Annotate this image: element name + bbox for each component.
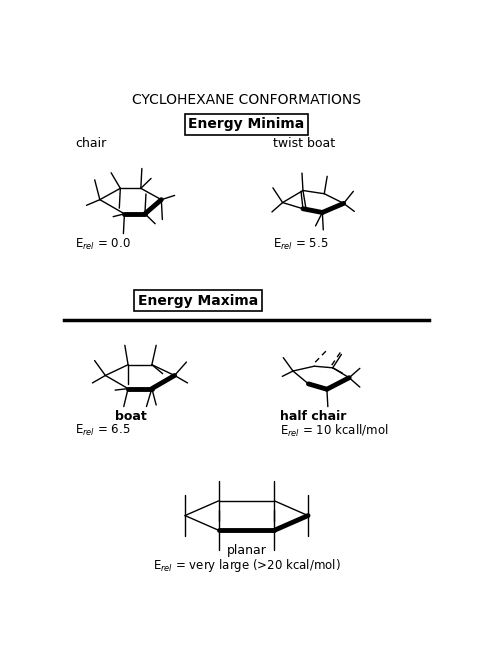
Text: E$_{rel}$ = 0.0: E$_{rel}$ = 0.0 (75, 237, 131, 252)
Text: planar: planar (226, 544, 266, 557)
Text: Energy Maxima: Energy Maxima (138, 294, 258, 308)
Text: E$_{rel}$ = 6.5: E$_{rel}$ = 6.5 (75, 423, 130, 438)
Text: Energy Minima: Energy Minima (188, 117, 304, 131)
Text: half chair: half chair (279, 410, 346, 423)
Text: E$_{rel}$ = very large (>20 kcal/mol): E$_{rel}$ = very large (>20 kcal/mol) (152, 557, 340, 574)
Text: twist boat: twist boat (272, 137, 334, 150)
Text: E$_{rel}$ = 10 kcall/mol: E$_{rel}$ = 10 kcall/mol (279, 423, 388, 439)
Text: CYCLOHEXANE CONFORMATIONS: CYCLOHEXANE CONFORMATIONS (132, 93, 360, 107)
Text: chair: chair (75, 137, 106, 150)
Text: boat: boat (115, 410, 146, 423)
Text: E$_{rel}$ = 5.5: E$_{rel}$ = 5.5 (272, 237, 327, 252)
